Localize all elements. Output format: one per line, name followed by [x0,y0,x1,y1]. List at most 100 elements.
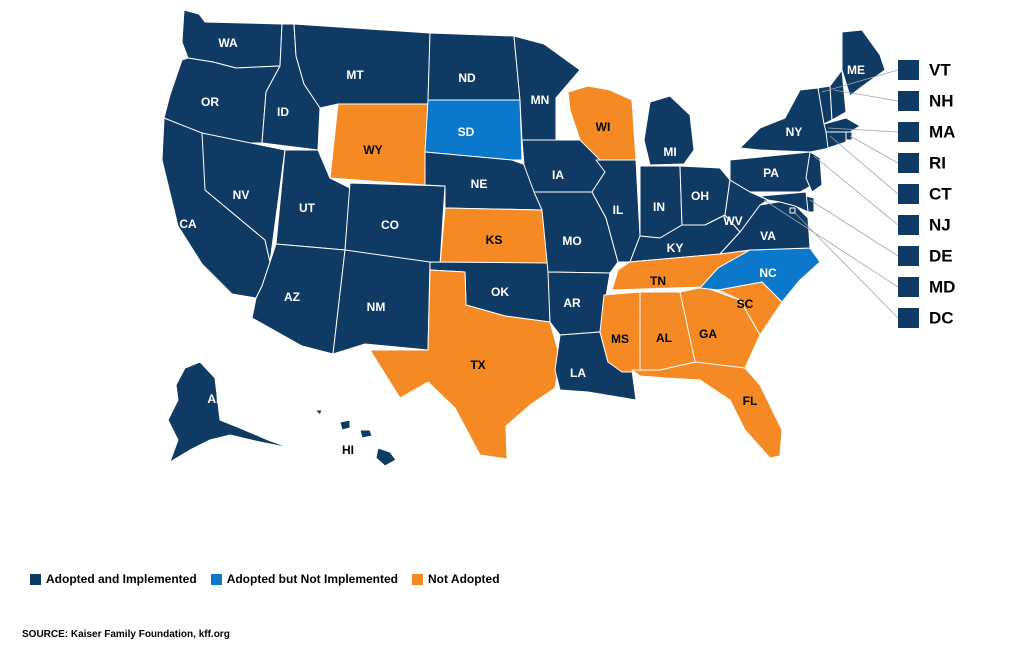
state-nh [829,69,847,121]
side-box-nj [898,215,919,235]
side-box-de [898,246,919,266]
state-label-va: VA [760,229,776,243]
state-label-il: IL [613,203,624,217]
legend-label: Adopted but Not Implemented [226,572,399,586]
legend-swatch [30,573,41,585]
state-label-ak: AK [207,392,225,406]
state-md [759,191,809,213]
side-label-vt: VT [929,60,951,79]
state-label-fl: FL [743,394,758,408]
state-fl [631,361,783,459]
state-label-mi: MI [663,145,676,159]
side-label-ct: CT [929,184,952,203]
state-sd [424,99,523,161]
state-nd [427,32,521,101]
state-label-ok: OK [491,285,509,299]
leader-line-ma [827,127,899,133]
state-il [591,159,641,263]
side-box-ct [898,184,919,204]
state-ny [739,87,831,153]
legend-label: Adopted and Implemented [46,572,197,586]
state-label-tn: TN [650,274,666,288]
state-label-ms: MS [611,332,629,346]
leader-line-ri [849,135,899,164]
state-tx [369,269,561,460]
state-label-ks: KS [486,233,503,247]
legend-item-adopted-implemented: Adopted and Implemented [30,572,197,586]
state-label-wa: WA [218,36,238,50]
side-label-md: MD [929,277,955,296]
state-label-in: IN [653,200,665,214]
leader-line-nj [813,155,899,226]
state-label-la: LA [570,366,586,380]
side-label-ma: MA [929,122,955,141]
state-label-mt: MT [346,68,364,82]
state-label-wi: WI [596,120,611,134]
state-label-al: AL [656,331,672,345]
side-box-md [898,277,919,297]
state-label-or: OR [201,95,219,109]
state-label-ca: CA [179,217,197,231]
state-label-ga: GA [699,327,717,341]
state-label-oh: OH [691,189,709,203]
source-note: SOURCE: Kaiser Family Foundation, kff.or… [22,629,230,640]
state-label-ia: IA [552,168,564,182]
side-box-dc [898,308,919,328]
side-label-nj: NJ [929,215,951,234]
state-ri [845,131,853,141]
legend: Adopted and Implemented Adopted but Not … [30,572,500,586]
state-label-id: ID [277,105,289,119]
state-label-nv: NV [233,188,250,202]
leader-line-md [763,199,899,288]
state-label-ny: NY [786,125,803,139]
side-label-dc: DC [929,308,954,327]
legend-swatch [412,573,424,585]
leader-line-vt [821,69,899,93]
state-label-hi: HI [342,443,354,457]
state-nv [201,132,286,263]
state-ak [167,361,291,463]
state-me [841,29,886,97]
state-hi-island [339,419,351,431]
side-label-de: DE [929,246,953,265]
state-mi [643,95,695,166]
leader-line-de [809,199,899,257]
leader-line-ct [829,135,899,195]
state-label-wv: WV [723,214,742,228]
state-label-nd: ND [458,71,476,85]
state-hi-island [314,409,323,416]
state-label-me: ME [847,63,865,77]
side-label-ri: RI [929,153,946,172]
side-label-nh: NH [929,91,954,110]
legend-label: Not Adopted [428,572,500,586]
side-box-ma [898,122,919,142]
state-nm [332,249,431,355]
state-label-sd: SD [458,125,475,139]
legend-item-adopted-not-implemented: Adopted but Not Implemented [210,572,399,586]
state-label-wy: WY [363,143,382,157]
legend-swatch [210,573,222,585]
state-label-az: AZ [284,290,300,304]
state-label-ky: KY [667,241,684,255]
state-label-nm: NM [367,300,386,314]
state-ct [825,131,847,149]
state-label-ar: AR [563,296,581,310]
side-box-vt [898,60,919,80]
state-label-nc: NC [759,266,777,280]
state-nj [805,151,823,193]
state-mt [293,23,431,109]
state-label-mn: MN [531,93,550,107]
state-hi [375,447,397,467]
state-mn [513,35,581,141]
state-label-ut: UT [299,201,316,215]
legend-item-not-adopted: Not Adopted [412,572,500,586]
state-label-pa: PA [763,166,779,180]
state-label-tx: TX [470,358,485,372]
state-label-sc: SC [737,297,754,311]
state-hi-island [359,429,373,439]
state-label-ne: NE [471,177,488,191]
state-label-co: CO [381,218,399,232]
leader-line-nh [833,89,899,102]
state-label-mo: MO [562,234,581,248]
